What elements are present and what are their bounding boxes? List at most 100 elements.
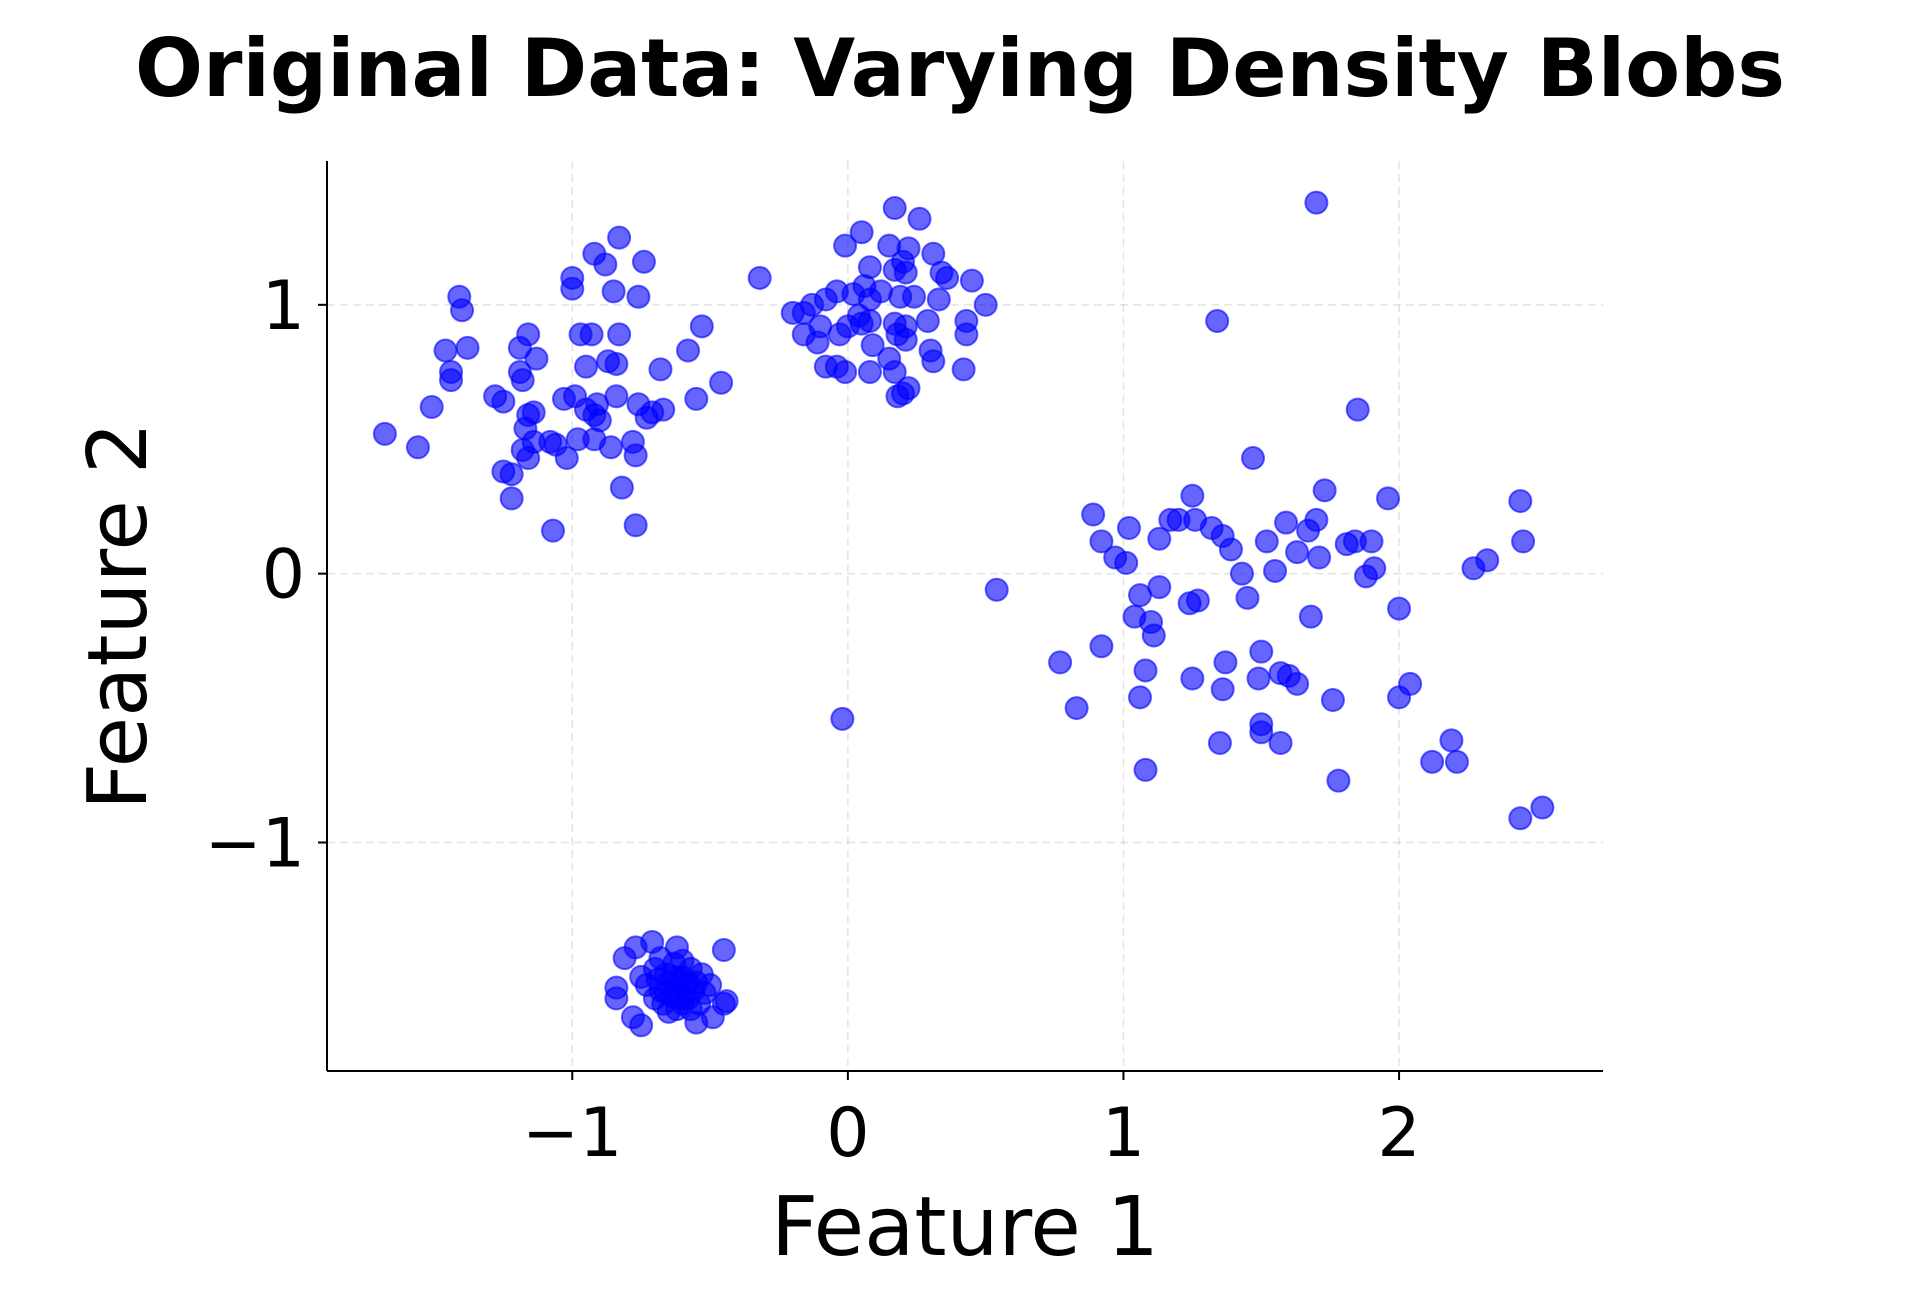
data-point (1218, 537, 1243, 562)
data-point (651, 397, 676, 422)
data-point (405, 435, 430, 460)
data-point (1177, 591, 1202, 616)
data-point (1114, 550, 1139, 575)
data-point (1249, 720, 1274, 745)
data-point (1304, 190, 1329, 215)
data-point (1147, 526, 1172, 551)
data-point (907, 206, 932, 231)
data-point (372, 421, 397, 446)
y-axis-label: Feature 2 (71, 422, 166, 810)
data-point (1439, 728, 1464, 753)
data-point (1089, 634, 1114, 659)
data-point (954, 322, 979, 347)
data-point (1133, 757, 1158, 782)
data-point (499, 486, 524, 511)
data-point (1141, 623, 1166, 648)
data-point (631, 249, 656, 274)
data-point (935, 265, 960, 290)
data-point (601, 279, 626, 304)
data-point (499, 462, 524, 487)
data-point (921, 349, 946, 374)
data-point (882, 196, 907, 221)
data-point (893, 260, 918, 285)
data-point (860, 333, 885, 358)
data-point (1530, 795, 1555, 820)
data-point (626, 284, 651, 309)
data-point (554, 446, 579, 471)
data-point (1229, 561, 1254, 586)
data-point (604, 351, 629, 376)
data-point (973, 292, 998, 317)
data-point (1461, 556, 1486, 581)
data-point (1246, 666, 1271, 691)
data-point (1420, 749, 1445, 774)
data-point (709, 370, 734, 395)
data-point (510, 368, 535, 393)
data-point (1285, 540, 1310, 565)
data-point (609, 475, 634, 500)
data-point (1353, 564, 1378, 589)
data-point (524, 346, 549, 371)
y-tick-label: 1 (262, 267, 305, 346)
data-point (1128, 583, 1153, 608)
data-point (648, 357, 673, 382)
data-point (491, 389, 516, 414)
data-point (896, 376, 921, 401)
data-point (620, 1005, 645, 1030)
data-point (1268, 731, 1293, 756)
data-point (1263, 558, 1288, 583)
data-point (1298, 604, 1323, 629)
data-point (1387, 685, 1412, 710)
data-point (1205, 308, 1230, 333)
data-point (1511, 529, 1536, 554)
data-point (1081, 502, 1106, 527)
data-point (1326, 768, 1351, 793)
data-point (833, 360, 858, 385)
data-point (1307, 545, 1332, 570)
data-point (598, 435, 623, 460)
data-point (1048, 650, 1073, 675)
data-point (833, 233, 858, 258)
data-point (516, 322, 541, 347)
data-point (849, 220, 874, 245)
data-point (959, 268, 984, 293)
data-point (678, 997, 703, 1022)
data-point (1387, 596, 1412, 621)
x-ticks: −1 0 1 2 (522, 1071, 1421, 1173)
data-point (455, 335, 480, 360)
data-point (1285, 671, 1310, 696)
data-point (711, 991, 736, 1016)
data-point (827, 322, 852, 347)
data-point (593, 252, 618, 277)
data-point (1133, 658, 1158, 683)
data-point (1180, 483, 1205, 508)
data-point (604, 384, 629, 409)
data-point (623, 513, 648, 538)
data-point (849, 311, 874, 336)
data-point (1274, 510, 1299, 535)
data-point (439, 368, 464, 393)
data-point (1320, 688, 1345, 713)
x-tick-label: −1 (522, 1094, 622, 1173)
data-point (711, 938, 736, 963)
data-point (1508, 806, 1533, 831)
data-point (579, 322, 604, 347)
data-point (830, 706, 855, 731)
data-point (450, 298, 475, 323)
grid-lines (327, 161, 1603, 1071)
data-point (604, 986, 629, 1011)
chart-title: Original Data: Varying Density Blobs (135, 22, 1785, 115)
data-point (623, 443, 648, 468)
data-point (1235, 585, 1260, 610)
x-tick-label: 0 (826, 1094, 869, 1173)
data-points (372, 190, 1555, 1038)
data-point (984, 577, 1009, 602)
data-point (607, 322, 632, 347)
data-point (645, 967, 670, 992)
data-point (1296, 518, 1321, 543)
data-point (893, 327, 918, 352)
data-point (805, 330, 830, 355)
data-point (1376, 486, 1401, 511)
data-point (1210, 677, 1235, 702)
